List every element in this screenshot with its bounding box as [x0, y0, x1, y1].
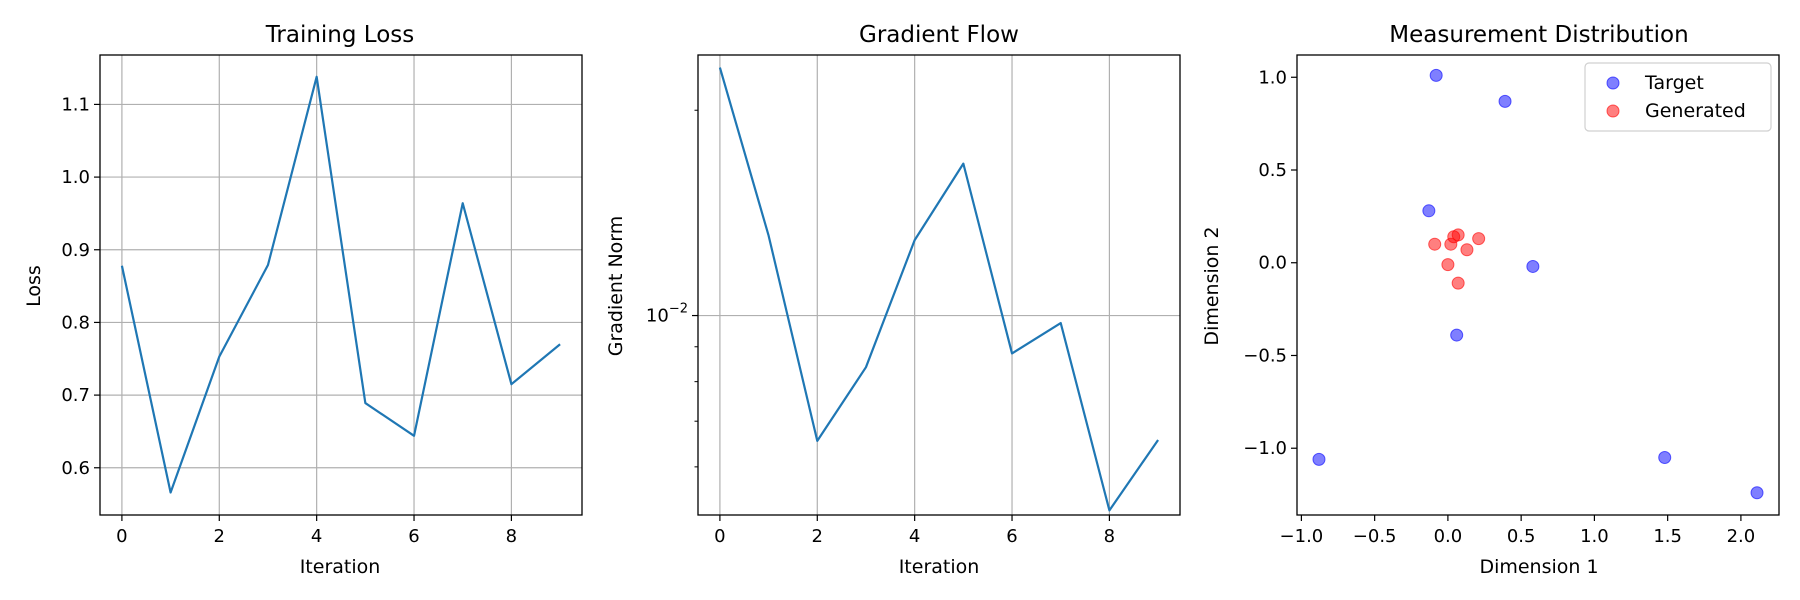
series-line [718, 67, 1159, 512]
x-axis-label: Iteration [300, 556, 381, 578]
y-axis-label: Dimension 2 [1201, 226, 1223, 345]
y-tick-label: 0.7 [61, 385, 90, 406]
scatter-point [1429, 68, 1443, 82]
y-tick-label: 1.0 [61, 167, 90, 188]
y-tick-label: 0.0 [1258, 253, 1287, 274]
chart-title: Training Loss [265, 22, 415, 48]
scatter-point [1450, 328, 1464, 342]
x-tick-label: 2 [812, 526, 823, 547]
y-tick-label: −1.0 [1243, 438, 1287, 459]
x-tick-label: 6 [1006, 526, 1017, 547]
y-tick-label: −0.5 [1243, 345, 1287, 366]
x-tick-label: 1.5 [1653, 526, 1682, 547]
legend: Target Generated [1584, 62, 1772, 132]
x-tick-label: −1.0 [1280, 526, 1324, 547]
y-tick-label: 0.6 [61, 458, 90, 479]
y-tick-label: 0.8 [61, 312, 90, 333]
x-tick-label: 6 [408, 526, 419, 547]
y-tick-label: 1.1 [61, 94, 90, 115]
y-axis-label: Gradient Norm [605, 216, 627, 357]
scatter-point [1526, 259, 1540, 273]
x-axis-label: Dimension 1 [1479, 556, 1598, 578]
x-axis-label: Iteration [899, 556, 980, 578]
y-axis-label: Loss [23, 265, 45, 307]
training-loss-chart: Training Loss Iteration Loss 0 2 4 6 8 0.6 0.7… [23, 22, 583, 578]
scatter-point [1422, 204, 1436, 218]
measurement-distribution-chart: Measurement Distribution Dimension 1 Dim… [1201, 22, 1780, 578]
legend-box [1584, 62, 1772, 132]
y-tick-label: 0.9 [61, 240, 90, 261]
gradient-flow-chart: Gradient Flow Iteration Gradient Norm 0 2… [605, 22, 1181, 578]
x-tick-label: 0 [714, 526, 725, 547]
x-tick-label: 0.0 [1434, 526, 1463, 547]
y-tick-label: 1.0 [1258, 67, 1287, 88]
scatter-point [1441, 258, 1455, 272]
x-tick-label: −0.5 [1353, 526, 1397, 547]
chart-title: Measurement Distribution [1389, 22, 1688, 48]
x-tick-label: 0.5 [1507, 526, 1536, 547]
scatter-point [1451, 276, 1465, 290]
plot-area-frame [1296, 54, 1780, 516]
legend-label: Generated [1645, 100, 1746, 122]
legend-marker [1606, 76, 1620, 90]
legend-label: Target [1644, 72, 1704, 94]
scatter-point [1460, 243, 1474, 257]
x-tick-label: 2 [214, 526, 225, 547]
x-tick-label: 4 [909, 526, 920, 547]
chart-title: Gradient Flow [859, 22, 1019, 48]
x-tick-label: 8 [506, 526, 517, 547]
scatter-point [1428, 237, 1442, 251]
x-tick-label: 1.0 [1580, 526, 1609, 547]
x-tick-label: 4 [311, 526, 322, 547]
x-tick-label: 0 [116, 526, 127, 547]
series-line [120, 75, 561, 494]
legend-marker [1606, 104, 1620, 118]
scatter-point [1498, 94, 1512, 108]
x-tick-label: 2.0 [1727, 526, 1756, 547]
scatter-point [1451, 228, 1465, 242]
scatter-point [1472, 232, 1486, 246]
scatter-point [1312, 452, 1326, 466]
plot-area-frame [99, 54, 583, 516]
y-tick-label: 0.5 [1258, 160, 1287, 181]
x-tick-label: 8 [1104, 526, 1115, 547]
scatter-point [1658, 451, 1672, 464]
plot-area-frame [697, 54, 1181, 516]
scatter-point [1750, 486, 1764, 500]
y-tick-label: 10−2 [646, 302, 688, 327]
